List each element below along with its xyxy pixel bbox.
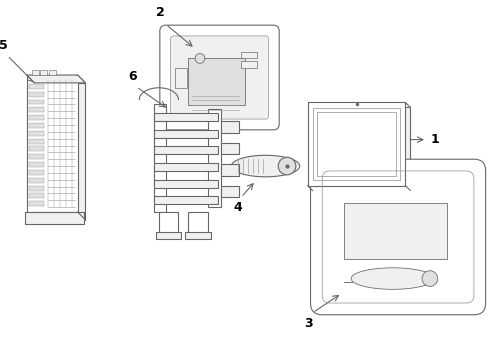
Circle shape: [278, 157, 295, 175]
FancyBboxPatch shape: [160, 25, 279, 130]
Bar: [313, 108, 399, 180]
Bar: [41, 70, 47, 75]
Bar: [49, 70, 56, 75]
Circle shape: [195, 54, 204, 63]
Bar: [154, 180, 217, 188]
Bar: [29, 92, 44, 96]
Bar: [154, 113, 217, 121]
Ellipse shape: [231, 155, 299, 177]
FancyBboxPatch shape: [170, 36, 268, 119]
Bar: [154, 163, 217, 171]
Text: 3: 3: [304, 317, 312, 330]
Bar: [156, 231, 181, 239]
Text: 5: 5: [0, 39, 8, 51]
Bar: [221, 186, 239, 197]
Bar: [221, 164, 239, 176]
Bar: [154, 147, 217, 154]
Bar: [29, 162, 44, 167]
Bar: [221, 121, 239, 133]
Bar: [241, 51, 256, 58]
Bar: [29, 178, 44, 183]
Bar: [29, 170, 44, 175]
Bar: [221, 143, 239, 154]
Bar: [154, 130, 217, 138]
FancyBboxPatch shape: [310, 159, 485, 315]
Ellipse shape: [350, 268, 433, 289]
Bar: [29, 84, 44, 89]
Bar: [29, 131, 44, 136]
Text: 4: 4: [233, 201, 242, 214]
Text: 1: 1: [430, 133, 439, 146]
Bar: [27, 75, 78, 212]
Text: 2: 2: [156, 6, 165, 19]
Text: 6: 6: [128, 70, 137, 83]
Circle shape: [421, 271, 437, 287]
Bar: [29, 139, 44, 144]
Bar: [25, 212, 83, 224]
Bar: [154, 104, 165, 212]
Bar: [159, 212, 178, 234]
Bar: [29, 147, 44, 151]
Bar: [343, 203, 446, 259]
Polygon shape: [27, 75, 85, 83]
Bar: [29, 123, 44, 128]
Bar: [29, 186, 44, 190]
Bar: [207, 109, 221, 207]
Bar: [29, 107, 44, 112]
Bar: [154, 196, 217, 204]
Bar: [35, 83, 85, 220]
Bar: [307, 103, 405, 186]
Bar: [185, 231, 210, 239]
Bar: [241, 61, 256, 68]
Bar: [317, 112, 395, 176]
Bar: [29, 154, 44, 159]
Bar: [29, 201, 44, 206]
Bar: [188, 212, 207, 234]
Bar: [312, 107, 409, 190]
Bar: [29, 193, 44, 198]
Bar: [29, 115, 44, 120]
Bar: [29, 99, 44, 104]
Bar: [32, 70, 39, 75]
Bar: [175, 68, 187, 88]
Bar: [188, 58, 244, 105]
